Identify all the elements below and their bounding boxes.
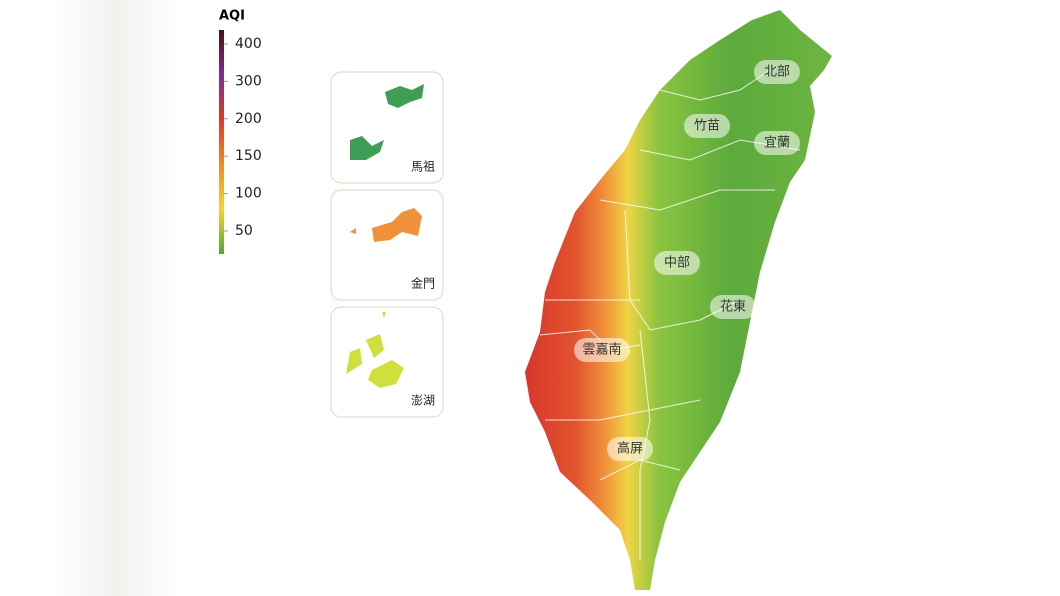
- legend-tick-label: 150: [235, 148, 262, 164]
- color-bar: [219, 30, 224, 254]
- legend-tick-label: 200: [235, 111, 262, 127]
- legend-title: AQI: [219, 9, 245, 24]
- legend-ticks: 400 300 200 150 100 50: [224, 36, 262, 239]
- region-label: 中部: [664, 256, 690, 271]
- taiwan-map: [525, 10, 832, 590]
- region-pill: [574, 338, 630, 362]
- kinmen-shape: [350, 208, 422, 242]
- region-pill: [607, 437, 653, 461]
- region-pill: [654, 251, 700, 275]
- region-label: 竹苗: [694, 119, 720, 134]
- region-label: 北部: [764, 65, 790, 80]
- inset-label: 金門: [411, 276, 435, 291]
- matsu-shape: [350, 84, 424, 160]
- region-pill: [754, 60, 800, 84]
- legend-tick-label: 50: [235, 223, 253, 239]
- region-pill: [710, 295, 756, 319]
- region-label: 宜蘭: [764, 135, 790, 151]
- region-pill: [754, 131, 800, 155]
- inset-label: 澎湖: [411, 393, 435, 408]
- taiwan-island: [525, 10, 832, 590]
- legend-tick-label: 300: [235, 73, 262, 89]
- background-shade: [50, 0, 180, 596]
- inset-label: 馬祖: [411, 159, 435, 174]
- legend-tick-label: 400: [235, 36, 262, 52]
- region-label: 雲嘉南: [582, 342, 621, 358]
- insets: 馬祖 金門 澎湖: [330, 71, 444, 418]
- region-pill: [684, 114, 730, 138]
- legend-tick-label: 100: [235, 186, 262, 202]
- region-label: 花東: [720, 299, 746, 315]
- inset-box: [330, 306, 444, 418]
- penghu-shape: [346, 312, 404, 388]
- region-label: 高屏: [617, 441, 643, 457]
